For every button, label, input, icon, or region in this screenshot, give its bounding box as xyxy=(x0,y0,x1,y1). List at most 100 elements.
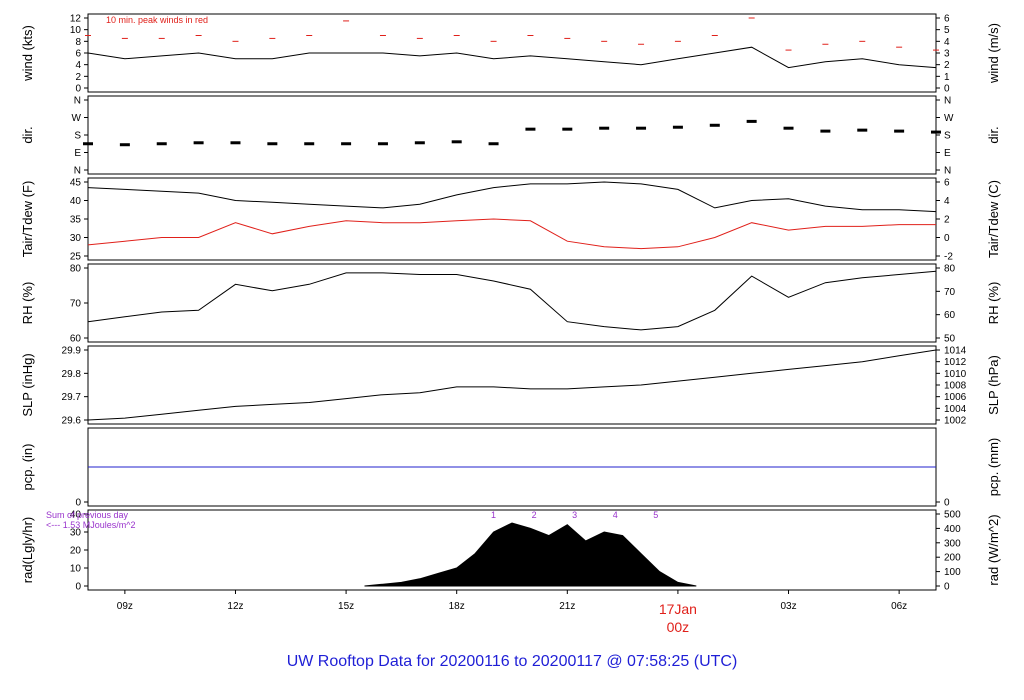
x-tick-label-date: 17Jan xyxy=(659,601,697,617)
wind-annotation: 10 min. peak winds in red xyxy=(106,15,208,25)
ylabel-right: SLP (hPa) xyxy=(986,355,1001,415)
hour-marker: 5 xyxy=(653,510,658,520)
ylabel-left: rad(Lgly/hr) xyxy=(20,517,35,583)
left-tick-label: 4 xyxy=(75,60,81,71)
ylabel-right: dir. xyxy=(986,126,1001,143)
right-tick-label: N xyxy=(944,166,951,177)
left-tick-label: S xyxy=(74,131,81,142)
right-tick-label: N xyxy=(944,96,951,107)
left-tick-label: 30 xyxy=(70,528,82,539)
panel-precip: pcp. (in) pcp. (mm) 0 0 xyxy=(20,427,1001,509)
right-tick-label: 4 xyxy=(944,196,950,207)
left-tick-label: 29.9 xyxy=(62,346,82,357)
rh-series xyxy=(87,270,937,331)
left-tick-label: 30 xyxy=(70,233,82,244)
left-tick-label: 25 xyxy=(70,252,82,263)
left-tick-label: 60 xyxy=(70,334,82,345)
ylabel-left: Tair/Tdew (F) xyxy=(20,181,35,258)
left-tick-label: N xyxy=(74,96,81,107)
right-tick-label: 1012 xyxy=(944,357,967,368)
ylabel-right: pcp. (mm) xyxy=(986,438,1001,497)
radiation-area xyxy=(364,522,697,587)
right-tick-label: 0 xyxy=(944,233,950,244)
right-tick-label: 1008 xyxy=(944,381,967,392)
ylabel-right: rad (W/m^2) xyxy=(986,514,1001,585)
left-tick-label: 10 xyxy=(70,564,82,575)
panel-radiation: rad(Lgly/hr) rad (W/m^2)01020304001002003… xyxy=(20,509,1001,593)
left-tick-label: 10 xyxy=(70,25,82,36)
right-tick-label: 200 xyxy=(944,553,961,564)
ylabel-right: Tair/Tdew (C) xyxy=(986,180,1001,258)
right-tick-label: 4 xyxy=(944,37,950,48)
page-title: UW Rooftop Data for 20200116 to 20200117… xyxy=(287,653,738,670)
panel-frame xyxy=(87,13,937,93)
right-tick-label: 60 xyxy=(944,310,956,321)
right-tick-label: 0 xyxy=(944,498,950,509)
right-tick-label: 2 xyxy=(944,60,950,71)
left-tick-label: 80 xyxy=(70,264,82,275)
right-tick-label: 300 xyxy=(944,538,961,549)
left-tick-label: 29.8 xyxy=(62,369,82,380)
right-tick-label: 500 xyxy=(944,510,961,521)
slp-series xyxy=(87,349,937,421)
right-tick-label: -2 xyxy=(944,252,953,263)
right-tick-label: 70 xyxy=(944,287,956,298)
left-tick-label: 12 xyxy=(70,14,82,25)
left-tick-label: 70 xyxy=(70,299,82,310)
tdew-series xyxy=(87,218,936,250)
wind-series xyxy=(87,46,937,69)
x-tick-label: 21z xyxy=(559,601,575,612)
right-tick-label: 1004 xyxy=(944,404,967,415)
left-tick-label: W xyxy=(72,113,82,124)
left-tick-label: 0 xyxy=(75,84,81,95)
ylabel-right: wind (m/s) xyxy=(986,23,1001,84)
right-tick-label: 1014 xyxy=(944,346,967,357)
left-tick-label: 35 xyxy=(70,215,82,226)
right-tick-label: 1010 xyxy=(944,369,967,380)
left-tick-label: 8 xyxy=(75,37,81,48)
panel-frame xyxy=(87,95,937,175)
right-tick-label: 1 xyxy=(944,72,950,83)
left-tick-label: E xyxy=(74,148,81,159)
right-tick-label: 6 xyxy=(944,178,950,189)
right-tick-label: 400 xyxy=(944,524,961,535)
right-tick-label: 0 xyxy=(944,84,950,95)
hour-marker: 4 xyxy=(613,510,618,520)
ylabel-left: wind (kts) xyxy=(20,25,35,82)
right-tick-label: S xyxy=(944,131,951,142)
x-tick-label: 06z xyxy=(891,601,907,612)
left-tick-label: 6 xyxy=(75,49,81,60)
hour-marker: 3 xyxy=(572,510,577,520)
radiation-annotation: <--- 1.53 MJoules/m^2 xyxy=(46,520,136,530)
x-tick-label-time: 00z xyxy=(667,619,690,635)
panel-slp: SLP (inHg) SLP (hPa)29.629.729.829.910021… xyxy=(20,345,1001,427)
left-tick-label: 40 xyxy=(70,510,82,521)
left-tick-label: 2 xyxy=(75,72,81,83)
tair-series xyxy=(87,181,937,213)
left-tick-label: 0 xyxy=(75,582,81,593)
right-tick-label: 1006 xyxy=(944,392,967,403)
x-tick-label: 15z xyxy=(338,601,354,612)
right-tick-label: 1002 xyxy=(944,416,967,427)
right-tick-label: 0 xyxy=(944,582,950,593)
panel-frame xyxy=(87,345,937,425)
panel-temperature: Tair/Tdew (F) Tair/Tdew (C) 25 30 35 40 45 -2 0 2… xyxy=(20,177,1001,263)
x-tick-label: 03z xyxy=(780,601,796,612)
right-tick-label: 100 xyxy=(944,567,961,578)
ylabel-left: dir. xyxy=(20,126,35,143)
ylabel-left: RH (%) xyxy=(20,282,35,325)
left-tick-label: 29.6 xyxy=(62,416,82,427)
x-tick-label: 12z xyxy=(227,601,243,612)
right-tick-label: 50 xyxy=(944,334,956,345)
ylabel-right: RH (%) xyxy=(986,282,1001,325)
radiation-annotation: Sum of previous day xyxy=(46,510,129,520)
right-tick-label: 6 xyxy=(944,14,950,25)
right-tick-label: 2 xyxy=(944,215,950,226)
right-tick-label: W xyxy=(944,113,954,124)
left-tick-label: 29.7 xyxy=(62,392,82,403)
panel-rh: RH (%) RH (%) 60 70 80 50 60 70 80 xyxy=(20,263,1001,345)
left-tick-label: 20 xyxy=(70,546,82,557)
